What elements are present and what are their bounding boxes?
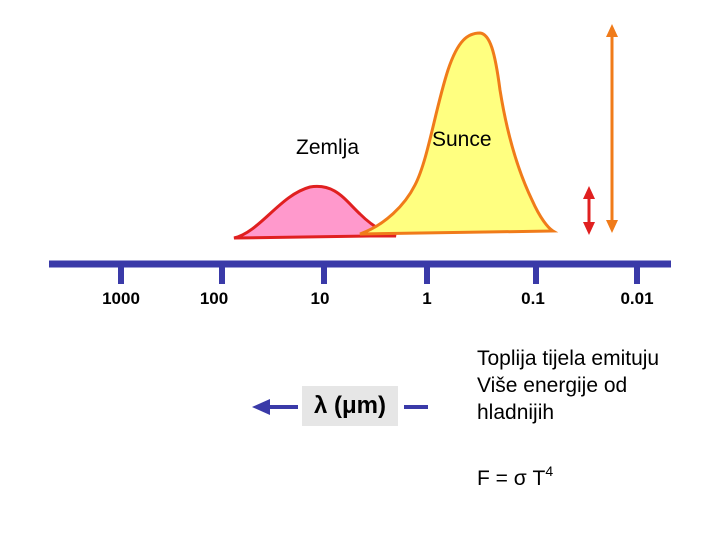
tick-label-0-01: 0.01 [620,289,654,308]
tick-label-1: 1 [422,289,432,308]
tick-label-100: 100 [199,289,229,308]
note-line: Toplija tijela emituju [477,347,660,370]
axis-ticks [118,264,640,284]
formula-text: F = σ T [477,467,546,490]
tick-label-0-1: 0.1 [521,289,545,308]
lambda-symbol: λ [313,392,328,419]
sunce-curve [359,31,559,236]
wavelength-unit-label: λ (μm) [302,386,398,426]
note-line: hladnijih [477,401,555,424]
tick-label-1000: 1000 [102,289,140,308]
small-energy-arrow [583,186,595,235]
zemlja-label: Zemlja [296,136,360,159]
tick-label-10: 10 [310,289,330,308]
direction-arrow [252,399,428,415]
stefan-boltzmann-formula: F = σ T4 [477,463,553,491]
unit-text: (μm) [334,392,387,419]
note-line: Više energije od [477,374,628,397]
sunce-label: Sunce [432,128,492,151]
large-energy-arrow [606,24,618,233]
explanation-note: Toplija tijela emituju Više energije od … [477,345,659,426]
formula-exponent: 4 [545,463,554,479]
